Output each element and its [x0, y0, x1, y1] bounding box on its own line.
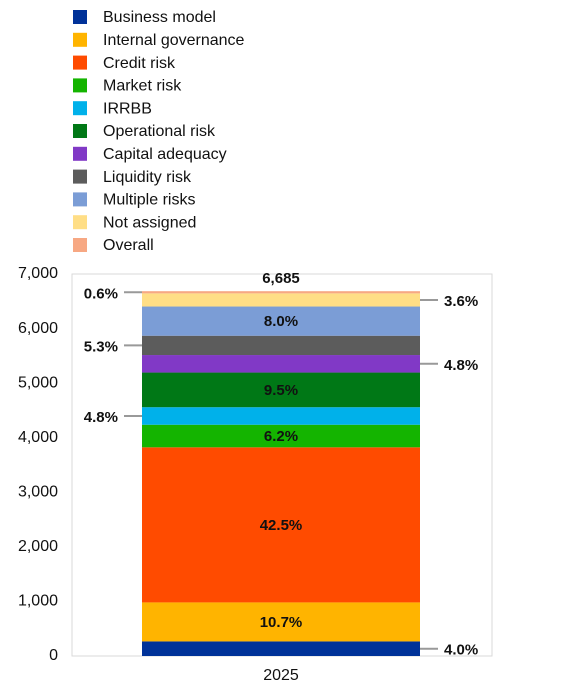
data-label: 42.5% [260, 517, 303, 534]
bar-segment [142, 602, 420, 642]
data-label: 4.0% [444, 642, 478, 659]
legend-swatch [73, 192, 87, 207]
y-tick-label: 5,000 [18, 374, 58, 391]
legend-label: Multiple risks [103, 192, 195, 209]
bar-segment [142, 447, 420, 603]
legend-swatch [73, 55, 87, 70]
y-tick-label: 1,000 [18, 593, 58, 610]
bar-segment [142, 355, 420, 373]
legend-label: Capital adequacy [103, 146, 227, 163]
data-label: 4.8% [84, 409, 118, 426]
bar-segment [142, 335, 420, 356]
data-label: 5.3% [84, 338, 118, 355]
legend-label: Liquidity risk [103, 169, 192, 186]
legend-label: Overall [103, 237, 154, 254]
legend-swatch [73, 10, 87, 24]
y-tick-label: 6,000 [18, 320, 58, 337]
y-tick-label: 7,000 [18, 265, 58, 282]
bar-segment [142, 293, 420, 307]
legend-swatch [73, 215, 87, 230]
bar-segment [142, 641, 420, 656]
data-label: 4.8% [444, 357, 478, 374]
data-label: 9.5% [264, 382, 298, 399]
legend-swatch [73, 238, 87, 252]
legend-label: Operational risk [103, 123, 216, 140]
y-tick-label: 2,000 [18, 538, 58, 555]
legend-label: Credit risk [103, 55, 176, 72]
y-tick-label: 4,000 [18, 429, 58, 446]
data-label: 0.6% [84, 285, 118, 302]
legend-swatch [73, 146, 87, 161]
total-label: 6,685 [262, 270, 300, 287]
data-label: 3.6% [444, 293, 478, 310]
bar-segment [142, 291, 420, 294]
y-tick-label: 3,000 [18, 484, 58, 501]
data-label: 10.7% [260, 614, 303, 631]
legend-swatch [73, 78, 87, 93]
legend-swatch [73, 32, 87, 47]
bar-segment [142, 407, 420, 425]
legend-label: Internal governance [103, 32, 245, 49]
bar-segment [142, 372, 420, 408]
legend-label: Business model [103, 9, 216, 26]
data-label: 8.0% [264, 313, 298, 330]
legend-swatch [73, 169, 87, 184]
legend-label: Not assigned [103, 214, 196, 231]
bar-segment [142, 424, 420, 448]
legend-label: IRRBB [103, 100, 152, 117]
x-tick-label: 2025 [263, 667, 299, 684]
bar-segment [142, 306, 420, 336]
legend-label: Market risk [103, 78, 182, 95]
legend-swatch [73, 124, 87, 138]
legend-swatch [73, 101, 87, 116]
data-label: 6.2% [264, 428, 298, 445]
y-tick-label: 0 [49, 647, 58, 664]
